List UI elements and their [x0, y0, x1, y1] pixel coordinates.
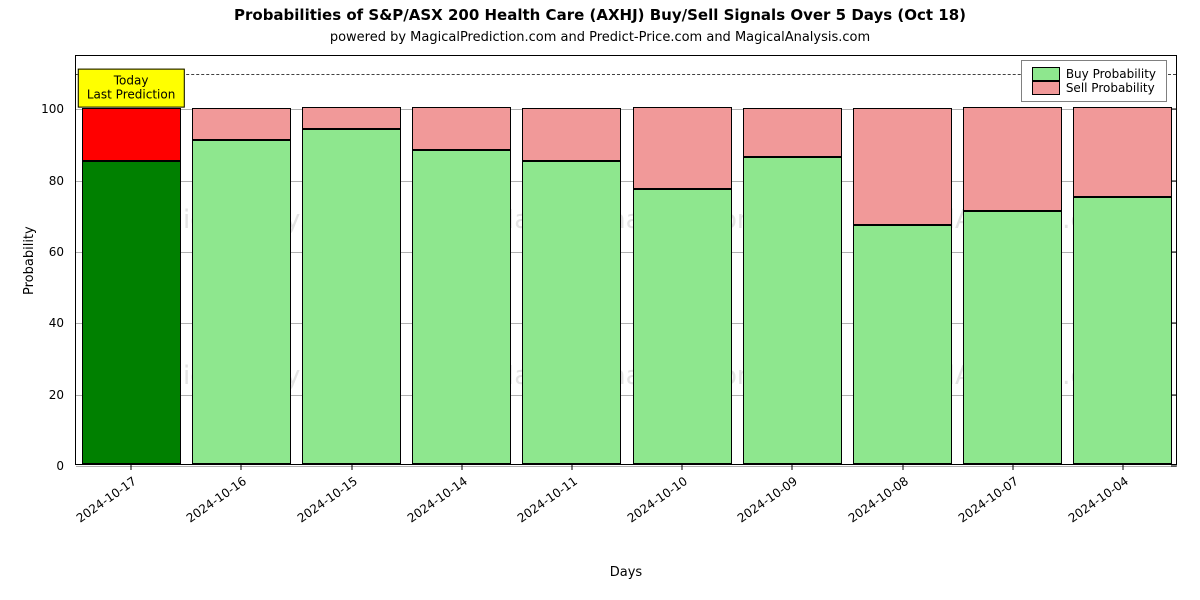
x-tick-mark — [682, 464, 683, 470]
x-tick-label: 2024-10-11 — [515, 474, 580, 525]
x-tick-label: 2024-10-07 — [956, 474, 1021, 525]
bar — [412, 107, 511, 464]
legend-swatch — [1032, 81, 1060, 95]
bar-sell-segment — [192, 108, 291, 140]
x-axis-label: Days — [75, 565, 1177, 580]
y-tick-label: 20 — [49, 388, 76, 402]
bar — [192, 107, 291, 464]
x-tick-mark — [461, 464, 462, 470]
bar-buy-segment — [853, 225, 952, 464]
bar-buy-segment — [82, 161, 181, 464]
bar-buy-segment — [633, 189, 732, 464]
bar-sell-segment — [853, 108, 952, 226]
chart-subtitle: powered by MagicalPrediction.com and Pre… — [0, 30, 1200, 45]
y-tick-label: 60 — [49, 245, 76, 259]
x-tick-label: 2024-10-10 — [625, 474, 690, 525]
today-annotation: Today Last Prediction — [78, 69, 184, 108]
bar-sell-segment — [412, 107, 511, 150]
bar-sell-segment — [963, 107, 1062, 210]
x-tick-mark — [902, 464, 903, 470]
y-tick-mark — [1171, 323, 1177, 324]
bar-sell-segment — [522, 108, 621, 161]
bar-buy-segment — [522, 161, 621, 464]
y-tick-label: 100 — [41, 102, 76, 116]
legend-item: Buy Probability — [1032, 67, 1156, 81]
bar — [963, 107, 1062, 464]
bar-sell-segment — [302, 107, 401, 128]
y-tick-mark — [1171, 394, 1177, 395]
plot-area: MagicalAnalysis.comMagicalAnalysis.comMa… — [75, 55, 1177, 465]
bar — [633, 107, 732, 464]
x-tick-label: 2024-10-08 — [845, 474, 910, 525]
x-tick-label: 2024-10-04 — [1066, 474, 1131, 525]
bar-buy-segment — [1073, 197, 1172, 464]
x-tick-mark — [571, 464, 572, 470]
y-tick-mark — [1171, 180, 1177, 181]
bar-buy-segment — [963, 211, 1062, 464]
legend: Buy ProbabilitySell Probability — [1021, 60, 1167, 102]
bar — [743, 107, 842, 464]
figure: Probabilities of S&P/ASX 200 Health Care… — [0, 0, 1200, 600]
y-tick-label: 0 — [56, 459, 76, 473]
x-tick-mark — [131, 464, 132, 470]
bar — [1073, 107, 1172, 464]
bar-sell-segment — [1073, 107, 1172, 196]
chart-title: Probabilities of S&P/ASX 200 Health Care… — [0, 6, 1200, 24]
y-tick-label: 80 — [49, 174, 76, 188]
legend-swatch — [1032, 67, 1060, 81]
x-tick-mark — [1122, 464, 1123, 470]
y-tick-mark — [1171, 466, 1177, 467]
bar-buy-segment — [302, 129, 401, 464]
y-tick-label: 40 — [49, 316, 76, 330]
x-tick-label: 2024-10-16 — [184, 474, 249, 525]
x-tick-label: 2024-10-17 — [74, 474, 139, 525]
x-tick-label: 2024-10-15 — [294, 474, 359, 525]
bar — [853, 107, 952, 464]
x-tick-mark — [792, 464, 793, 470]
bar-buy-segment — [192, 140, 291, 464]
legend-item: Sell Probability — [1032, 81, 1156, 95]
bars-container — [76, 56, 1176, 464]
bar-buy-segment — [412, 150, 511, 464]
bar — [522, 107, 621, 464]
x-tick-mark — [241, 464, 242, 470]
y-tick-mark — [1171, 252, 1177, 253]
bar-sell-segment — [82, 108, 181, 161]
bar-sell-segment — [633, 107, 732, 189]
x-tick-mark — [351, 464, 352, 470]
x-tick-mark — [1012, 464, 1013, 470]
bar — [82, 107, 181, 464]
legend-label: Buy Probability — [1066, 67, 1156, 81]
x-tick-label: 2024-10-14 — [405, 474, 470, 525]
bar-sell-segment — [743, 108, 842, 158]
legend-label: Sell Probability — [1066, 81, 1155, 95]
y-axis-label: Probability — [22, 226, 37, 295]
y-tick-mark — [1171, 109, 1177, 110]
bar-buy-segment — [743, 157, 842, 464]
x-tick-label: 2024-10-09 — [735, 474, 800, 525]
bar — [302, 107, 401, 464]
